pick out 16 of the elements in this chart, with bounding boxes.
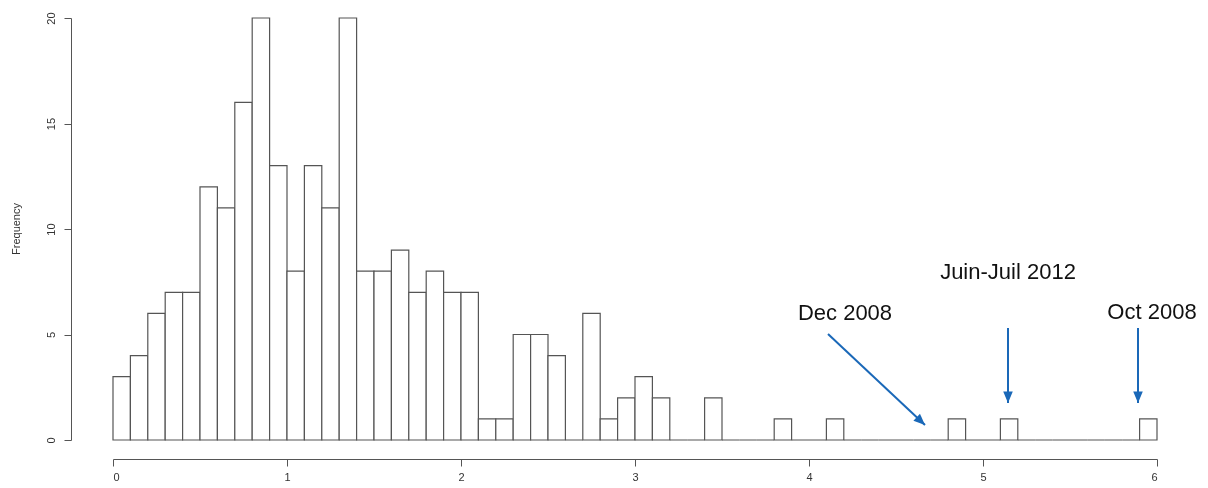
x-tick-label: 6 (1151, 470, 1158, 483)
annotation: Juin-Juil 2012 (940, 259, 1076, 284)
annotation: Oct 2008 (1107, 299, 1197, 324)
x-tick-label: 4 (806, 470, 813, 483)
x-tick-label: 1 (284, 470, 291, 483)
y-tick-label: 20 (44, 12, 57, 25)
x-tick-label: 3 (632, 470, 639, 483)
annotation: Dec 2008 (797, 300, 893, 325)
y-tick-label: 5 (44, 331, 57, 339)
y-tick-label: 15 (44, 117, 57, 131)
y-axis-title: Frequency (10, 202, 22, 255)
x-tick-label: 2 (458, 470, 465, 483)
x-tick-label: 0 (113, 470, 120, 483)
y-tick-label: 10 (44, 223, 57, 236)
x-tick-label: 5 (980, 470, 987, 483)
y-tick-label: 0 (44, 437, 57, 444)
